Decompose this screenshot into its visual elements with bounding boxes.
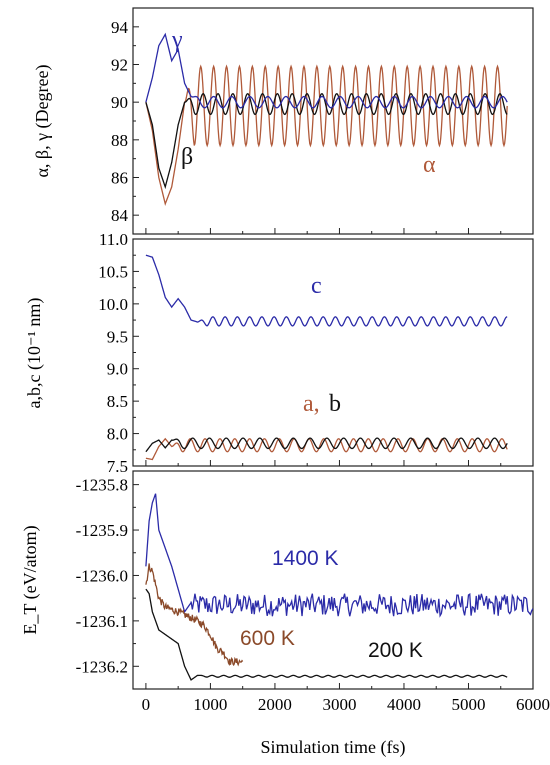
- y-tick-label: 11.0: [99, 230, 128, 249]
- y-tick-label: -1236.1: [76, 612, 128, 631]
- x-tick-label: 2000: [258, 695, 292, 714]
- y-tick-label: -1236.2: [76, 657, 128, 676]
- label-200k: 200 K: [368, 639, 423, 662]
- y-tick-label: 94: [111, 18, 129, 37]
- series-line-energy-600-K: [145, 563, 244, 667]
- series-line-angles-α: [145, 64, 508, 207]
- y-tick-label: -1235.9: [76, 521, 128, 540]
- series-line-angles-γ: [145, 32, 508, 109]
- y-axis-title-energy: E_T (eV/atom): [20, 525, 41, 634]
- label-alpha: α: [423, 152, 436, 178]
- panel-energy-frame: [132, 470, 534, 690]
- series-line-lattice-a: [145, 437, 508, 461]
- series-line-lattice-c: [145, 254, 508, 327]
- y-tick-label: 84: [111, 206, 129, 225]
- label-600k: 600 K: [240, 627, 295, 650]
- y-tick-label: 8.0: [107, 425, 128, 444]
- x-tick-label: 4000: [387, 695, 421, 714]
- y-tick-label: 10.0: [98, 295, 128, 314]
- series-line-energy-1400-K: [145, 493, 533, 618]
- y-tick-label: 10.5: [98, 262, 128, 281]
- y-tick-label: 8.5: [107, 392, 128, 411]
- series-line-lattice-b: [145, 437, 508, 453]
- y-axis-title-lattice: a,b,c (10⁻¹ nm): [24, 298, 45, 409]
- y-tick-label: 9.5: [107, 327, 128, 346]
- series-line-angles-β: [145, 92, 508, 190]
- lines-layer: [145, 32, 533, 681]
- y-tick-label: 86: [111, 169, 128, 188]
- label-gamma: γ: [171, 27, 183, 53]
- label-b: b: [329, 391, 341, 417]
- x-tick-label: 1000: [193, 695, 227, 714]
- series-line-energy-200-K: [145, 588, 508, 681]
- y-tick-label: -1236.0: [76, 566, 128, 585]
- y-tick-label: 7.5: [107, 457, 128, 476]
- y-axis-title-angles: α, β, γ (Degree): [32, 65, 53, 178]
- y-tick-label: 88: [111, 131, 128, 150]
- panel-angles-frame: [132, 7, 534, 235]
- x-tick-label: 5000: [451, 695, 485, 714]
- label-beta: β: [181, 144, 193, 170]
- x-tick-label: 6000: [516, 695, 550, 714]
- y-tick-label: 9.0: [107, 360, 128, 379]
- label-c: c: [311, 273, 322, 299]
- y-tick-label: 90: [111, 93, 128, 112]
- label-a: a,: [303, 391, 320, 417]
- label-1400k: 1400 K: [272, 547, 339, 570]
- ticks-layer: 84 86 88 90 92 94 7.5 8.0 8.5 9.0 9.5 10.0 10.5 11.0 -…: [76, 18, 550, 714]
- x-tick-label: 0: [142, 695, 151, 714]
- x-axis-title: Simulation time (fs): [261, 737, 406, 758]
- panel-lattice-frame: [132, 238, 534, 467]
- y-tick-label: 92: [111, 56, 128, 75]
- x-tick-label: 3000: [322, 695, 356, 714]
- y-tick-label: -1235.8: [76, 476, 128, 495]
